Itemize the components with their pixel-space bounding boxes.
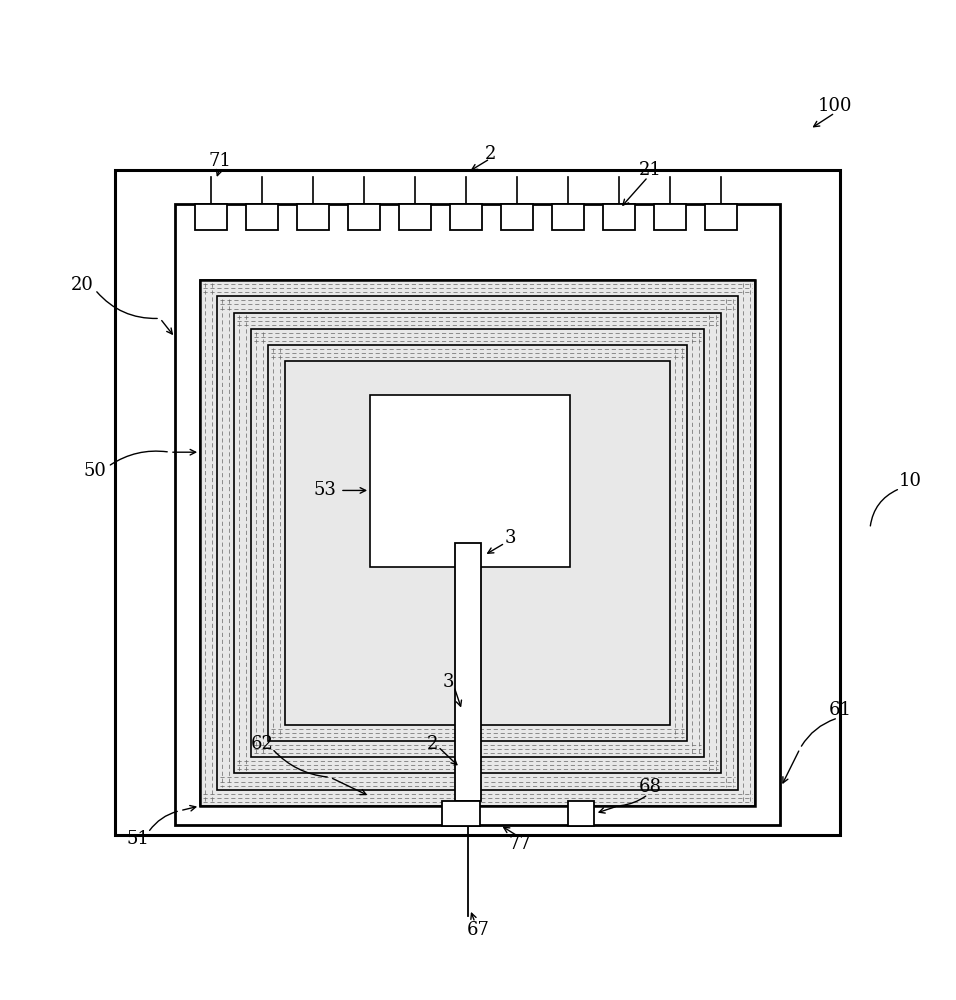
Bar <box>115 170 840 835</box>
Text: 3: 3 <box>504 529 515 547</box>
Bar <box>603 204 635 230</box>
Bar <box>175 204 780 825</box>
Bar <box>246 204 278 230</box>
Bar <box>297 204 329 230</box>
Bar <box>234 313 721 773</box>
Text: 77: 77 <box>509 835 532 853</box>
Text: 50: 50 <box>83 462 106 480</box>
Bar <box>200 280 755 806</box>
Text: 10: 10 <box>899 472 922 490</box>
Bar <box>251 329 704 757</box>
Text: 62: 62 <box>250 735 273 753</box>
Bar <box>501 204 533 230</box>
Text: 2: 2 <box>426 735 438 753</box>
Bar <box>200 280 755 806</box>
Text: 2: 2 <box>485 145 496 163</box>
Bar <box>370 395 570 567</box>
Bar <box>455 543 481 801</box>
Bar <box>568 801 594 826</box>
Text: 21: 21 <box>639 161 662 179</box>
Bar <box>654 204 686 230</box>
Text: 3: 3 <box>443 673 454 691</box>
Text: 71: 71 <box>208 152 231 170</box>
Bar <box>450 204 482 230</box>
Bar <box>705 204 737 230</box>
Bar <box>217 296 738 790</box>
Bar <box>285 361 670 725</box>
Bar <box>348 204 380 230</box>
Bar <box>195 204 227 230</box>
Bar <box>399 204 431 230</box>
Text: 61: 61 <box>829 701 852 719</box>
Bar <box>268 345 687 741</box>
Text: 53: 53 <box>314 481 337 499</box>
Text: 51: 51 <box>126 830 149 848</box>
Bar <box>442 801 480 826</box>
Text: 20: 20 <box>71 276 94 294</box>
Text: 68: 68 <box>639 778 662 796</box>
Bar <box>552 204 584 230</box>
Text: 100: 100 <box>817 97 852 115</box>
Text: 67: 67 <box>467 921 489 939</box>
